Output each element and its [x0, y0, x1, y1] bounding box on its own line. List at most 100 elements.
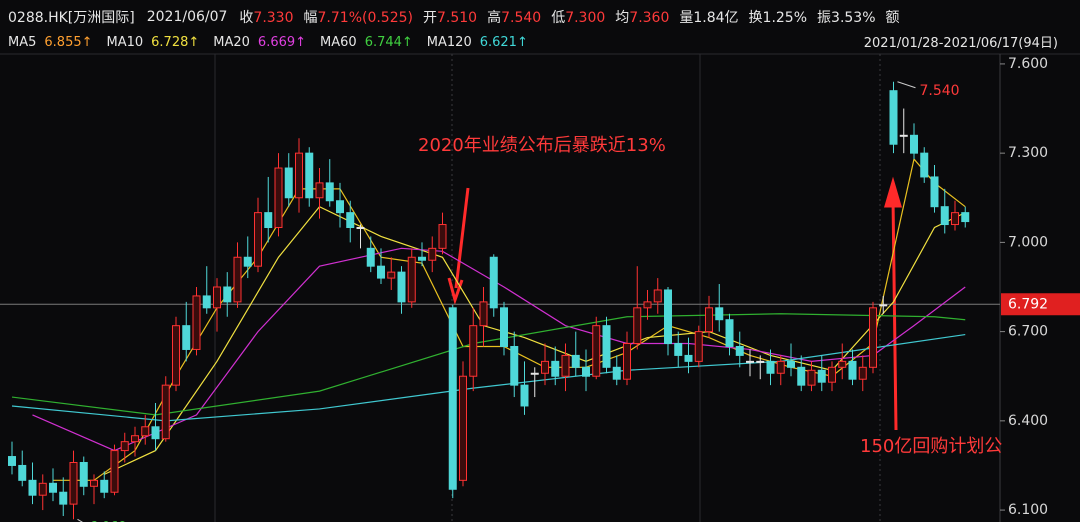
candle-body: [643, 301, 652, 309]
candle-body: [79, 461, 88, 487]
candle-body: [387, 271, 396, 279]
candle-body: [940, 206, 949, 226]
candle-body: [469, 325, 478, 377]
price-label: 6.792: [1008, 296, 1048, 312]
candle-body: [879, 304, 888, 307]
candle-body: [571, 354, 580, 368]
candle-body: [18, 464, 27, 481]
legend-value: 6.855↑: [44, 34, 93, 50]
candle-body: [397, 271, 406, 303]
candle-body: [448, 307, 457, 490]
candle-body: [817, 369, 826, 383]
candle-body: [920, 152, 929, 178]
quote-field: 量1.84亿: [679, 7, 738, 27]
candle-body: [428, 247, 437, 261]
candle-body: [8, 456, 16, 466]
legend-value: 6.669↑: [257, 34, 307, 50]
candle-body: [233, 256, 242, 303]
candle-body: [131, 435, 139, 443]
candle-body: [684, 354, 693, 362]
candle-body: [100, 479, 109, 493]
candle-body: [325, 182, 334, 202]
candle-body: [90, 479, 98, 487]
candle-body: [49, 482, 57, 493]
field-value: 7.71%(0.525): [317, 10, 413, 26]
candle-body: [838, 360, 847, 368]
quote-field: 换1.25%: [749, 7, 807, 27]
marker-arrow: [897, 81, 916, 89]
candle-body: [346, 212, 355, 229]
field-label: 低: [551, 10, 566, 26]
candle-body: [592, 325, 601, 377]
candle-body: [69, 461, 78, 505]
annotation: 2020年业绩公布后暴跌近13%: [418, 135, 666, 156]
candle-body: [418, 256, 426, 261]
candle-body: [264, 212, 273, 229]
candle-body: [776, 360, 785, 374]
candle-body: [59, 491, 68, 505]
field-label: 额: [885, 10, 900, 26]
ma-legend: MA5 6.855↑ MA10 6.728↑ MA20 6.669↑ MA60 6.744↑ M…: [8, 32, 1072, 52]
candle-body: [377, 265, 385, 279]
candle-body: [828, 366, 836, 383]
candle-body: [305, 152, 314, 199]
candle-body: [366, 247, 375, 267]
candle-body: [28, 479, 37, 496]
field-value: 7.540: [501, 10, 542, 26]
candle-body: [889, 90, 898, 145]
candle-body: [551, 360, 560, 377]
candle-body: [500, 307, 508, 347]
candle-body: [653, 289, 662, 303]
candle-body: [356, 227, 365, 230]
candle-body: [715, 307, 724, 321]
candle-body: [602, 325, 611, 368]
legend-name: MA20: [213, 34, 250, 50]
legend-value: 6.744↑: [364, 34, 413, 50]
quote-field: 低7.300: [551, 7, 605, 27]
legend-name: MA60: [320, 34, 357, 50]
marker-arrow: [77, 518, 83, 522]
quote-fields: 收7.330 幅7.71%(0.525) 开7.510 高7.540 低7.300 均7.…: [239, 7, 899, 27]
y-tick-label: 6.100: [1008, 502, 1048, 518]
candle-body: [951, 212, 959, 226]
field-label: 收: [239, 10, 254, 26]
candle-body: [192, 295, 201, 350]
quote-field: 高7.540: [487, 7, 541, 27]
candle-body: [961, 212, 970, 223]
y-tick-label: 6.700: [1008, 324, 1048, 340]
candle-body: [407, 256, 416, 303]
field-label: 开: [423, 10, 437, 26]
quote-header: 0288.HK[万洲国际] 2021/06/07 收7.330 幅7.71%(0.…: [8, 6, 1072, 28]
legend-value: 6.621↑: [479, 34, 528, 50]
candle-body: [541, 360, 549, 374]
field-label: 量: [679, 10, 694, 26]
low-label: 6.069: [90, 520, 127, 522]
annotation: 150亿回购计划公: [860, 436, 1002, 457]
candle-body: [336, 200, 344, 214]
quote-field: 振3.53%: [817, 7, 875, 27]
candle-body: [510, 345, 519, 386]
field-value: 1.25%: [762, 10, 808, 26]
legend-name: MA120: [426, 34, 472, 50]
candle-body: [295, 152, 303, 199]
candle-body: [243, 256, 252, 267]
candle-body: [202, 295, 211, 309]
y-tick-label: 6.400: [1008, 413, 1048, 429]
candle-body: [930, 176, 939, 208]
candle-body: [172, 325, 180, 386]
symbol: 0288.HK[万洲国际]: [8, 10, 135, 26]
field-value: 1.84亿: [693, 10, 739, 26]
candle-body: [582, 366, 590, 377]
field-label: 高: [487, 10, 502, 26]
date: 2021/06/07: [146, 9, 228, 25]
candle-body: [141, 426, 150, 437]
candle-body: [161, 384, 170, 440]
candle-body: [213, 286, 221, 309]
candle-body: [489, 256, 498, 309]
candle-body: [858, 366, 867, 380]
date-range: 2021/01/28-2021/06/17(94日): [863, 36, 1058, 51]
candle-body: [254, 212, 262, 267]
candle-body: [869, 307, 877, 368]
field-label: 幅: [303, 10, 318, 26]
